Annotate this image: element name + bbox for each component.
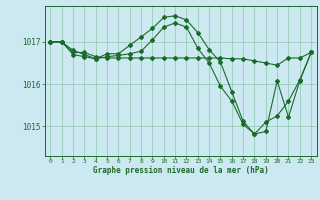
X-axis label: Graphe pression niveau de la mer (hPa): Graphe pression niveau de la mer (hPa) [93, 166, 269, 175]
